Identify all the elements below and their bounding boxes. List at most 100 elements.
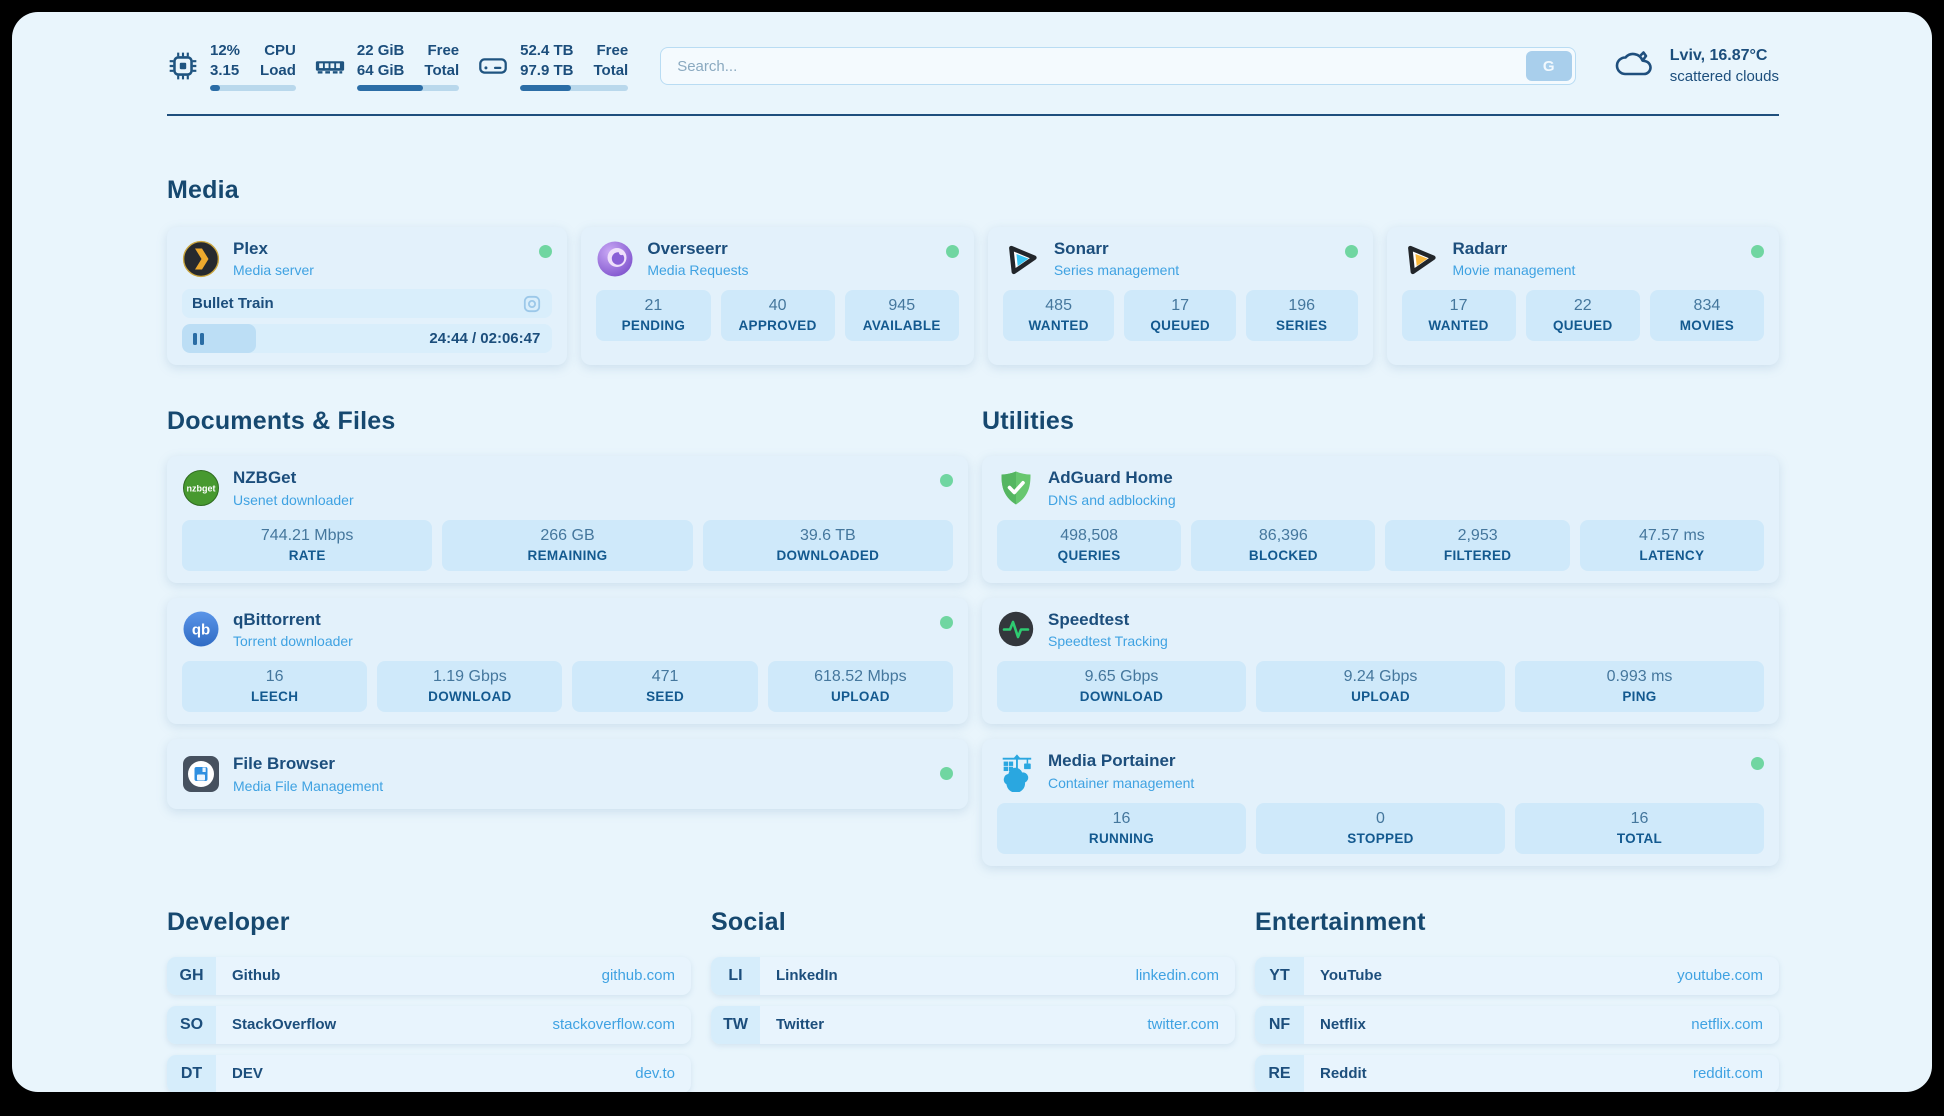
app-name: Speedtest [1047, 609, 1130, 629]
bookmark-abbr: DT [167, 1054, 216, 1092]
radarr-icon [1402, 240, 1440, 278]
entertainment-section-title: Entertainment [1255, 907, 1426, 936]
bookmark-dev[interactable]: DT DEV dev.to [167, 1054, 691, 1092]
now-playing-title: Bullet Train [192, 295, 274, 313]
status-dot [945, 245, 959, 258]
bookmark-url[interactable]: github.com [601, 967, 675, 985]
disk-total-label: Total [593, 61, 629, 79]
app-description: Media Requests [647, 262, 749, 279]
bookmark-url[interactable]: reddit.com [1692, 1065, 1763, 1083]
bookmark-url[interactable]: dev.to [635, 1065, 675, 1083]
bookmark-name: Github [232, 967, 281, 985]
section-documents: Documents & Files nzbget NZBGet Usenet d… [167, 407, 968, 865]
memory-total-value: 64 GiB [356, 61, 405, 79]
app-description: Speedtest Tracking [1047, 633, 1168, 650]
bookmark-abbr: SO [167, 1005, 216, 1044]
bookmark-group-social: Social LI LinkedIn linkedin.com TW Twitt… [711, 908, 1235, 1092]
stat-tile: 485 WANTED [1002, 290, 1115, 342]
cpu-load-label: Load [260, 61, 296, 79]
speedtest-icon [997, 610, 1035, 648]
bookmark-group-entertainment: Entertainment YT YouTube youtube.com NF … [1255, 908, 1779, 1092]
documents-section-title: Documents & Files [167, 407, 396, 436]
status-dot [1344, 245, 1358, 258]
qbittorrent-icon: qb [182, 610, 220, 648]
bookmark-url[interactable]: twitter.com [1147, 1016, 1219, 1034]
search-bar: G [660, 47, 1576, 85]
now-playing-title-pill: Bullet Train [182, 289, 553, 319]
status-dot [939, 615, 953, 629]
cpu-percent: 12% [210, 42, 241, 59]
bookmark-name: LinkedIn [776, 967, 838, 985]
bookmark-name: Twitter [776, 1016, 825, 1034]
app-description: Container management [1047, 774, 1195, 791]
app-name: Plex [233, 239, 268, 258]
stat-tile: 16 LEECH [182, 661, 368, 713]
app-card-plex[interactable]: Plex Media server Bullet Train [167, 227, 568, 366]
nzbget-icon: nzbget [182, 469, 220, 507]
app-card-radarr[interactable]: Radarr Movie management 17 WANTED 22 QUEUE… [1386, 227, 1779, 366]
stat-tile: 744.21 Mbps RATE [182, 519, 433, 571]
bookmark-linkedin[interactable]: LI LinkedIn linkedin.com [711, 956, 1235, 995]
memory-total-label: Total [424, 61, 460, 79]
stat-tile: 86,396 BLOCKED [1191, 519, 1376, 571]
topbar-divider [167, 114, 1779, 116]
stat-tile: 834 MOVIES [1649, 290, 1764, 342]
app-card-qbittorrent[interactable]: qb qBittorrent Torrent downloader 16 LEEC… [167, 597, 968, 725]
bookmark-stackoverflow[interactable]: SO StackOverflow stackoverflow.com [167, 1005, 691, 1044]
disk-progress-bar [520, 85, 629, 91]
stat-tile: 618.52 Mbps UPLOAD [767, 661, 953, 713]
plex-icon [182, 240, 220, 278]
stat-tile: 9.24 Gbps UPLOAD [1255, 661, 1505, 713]
cpu-label: CPU [264, 42, 296, 59]
app-card-filebrowser[interactable]: File Browser Media File Management [167, 739, 968, 809]
disk-widget: 52.4 TB 97.9 TB Free Total [477, 41, 629, 91]
app-card-portainer[interactable]: Media Portainer Container management 16 R… [981, 739, 1779, 866]
stat-tile: 17 WANTED [1401, 290, 1516, 342]
weather-condition: scattered clouds [1669, 67, 1779, 85]
app-card-sonarr[interactable]: Sonarr Series management 485 WANTED 17 QUE… [987, 227, 1373, 366]
bookmark-url[interactable]: stackoverflow.com [552, 1016, 675, 1034]
bookmark-reddit[interactable]: RE Reddit reddit.com [1255, 1054, 1779, 1092]
stat-tile: 0.993 ms PING [1514, 661, 1764, 713]
portainer-icon [997, 752, 1035, 793]
status-dot [939, 767, 953, 781]
bookmark-github[interactable]: GH Github github.com [167, 956, 691, 995]
bookmark-twitter[interactable]: TW Twitter twitter.com [711, 1005, 1235, 1044]
screen-mirror-icon[interactable] [522, 294, 542, 314]
section-media: Media Plex Media server [167, 176, 1779, 366]
bookmark-netflix[interactable]: NF Netflix netflix.com [1255, 1005, 1779, 1044]
bookmark-youtube[interactable]: YT YouTube youtube.com [1255, 956, 1779, 995]
stat-tile: 1.19 Gbps DOWNLOAD [377, 661, 563, 713]
search-engine-button[interactable]: G [1525, 51, 1572, 81]
section-utilities: Utilities AdGuard Home DNS and adblockin… [981, 407, 1779, 866]
bookmark-name: StackOverflow [232, 1016, 337, 1034]
bookmark-url[interactable]: youtube.com [1677, 967, 1763, 985]
stat-tile: 471 SEED [572, 661, 758, 713]
app-card-overseerr[interactable]: Overseerr Media Requests 21 PENDING 40 APP… [581, 227, 974, 366]
app-card-speedtest[interactable]: Speedtest Speedtest Tracking 9.65 Gbps DO… [981, 597, 1779, 725]
filebrowser-icon [182, 755, 220, 793]
bookmark-url[interactable]: netflix.com [1691, 1016, 1763, 1034]
app-description: Movie management [1452, 262, 1576, 279]
disk-drive-icon [477, 50, 509, 82]
app-name: Overseerr [647, 239, 728, 258]
app-name: Sonarr [1053, 239, 1109, 258]
status-dot [539, 245, 553, 258]
top-bar: 12% 3.15 CPU Load [167, 12, 1779, 91]
stat-tile: 40 APPROVED [720, 290, 835, 342]
bookmark-url[interactable]: linkedin.com [1135, 967, 1219, 985]
overseerr-icon [596, 240, 634, 278]
ram-icon [314, 50, 346, 82]
status-dot [1750, 757, 1764, 771]
utilities-section-title: Utilities [981, 407, 1075, 436]
cpu-load-avg: 3.15 [210, 61, 240, 79]
disk-total-value: 97.9 TB [520, 61, 574, 79]
bookmark-abbr: RE [1255, 1054, 1304, 1092]
stat-tile: 945 AVAILABLE [844, 290, 959, 342]
status-dot [939, 474, 953, 488]
weather-widget: Lviv, 16.87°C scattered clouds [1612, 45, 1779, 87]
app-card-nzbget[interactable]: nzbget NZBGet Usenet downloader 744.21 M… [167, 456, 968, 583]
search-input[interactable] [660, 47, 1576, 85]
app-card-adguard[interactable]: AdGuard Home DNS and adblocking 498,508 Q… [981, 456, 1779, 583]
bookmark-abbr: YT [1255, 956, 1304, 995]
